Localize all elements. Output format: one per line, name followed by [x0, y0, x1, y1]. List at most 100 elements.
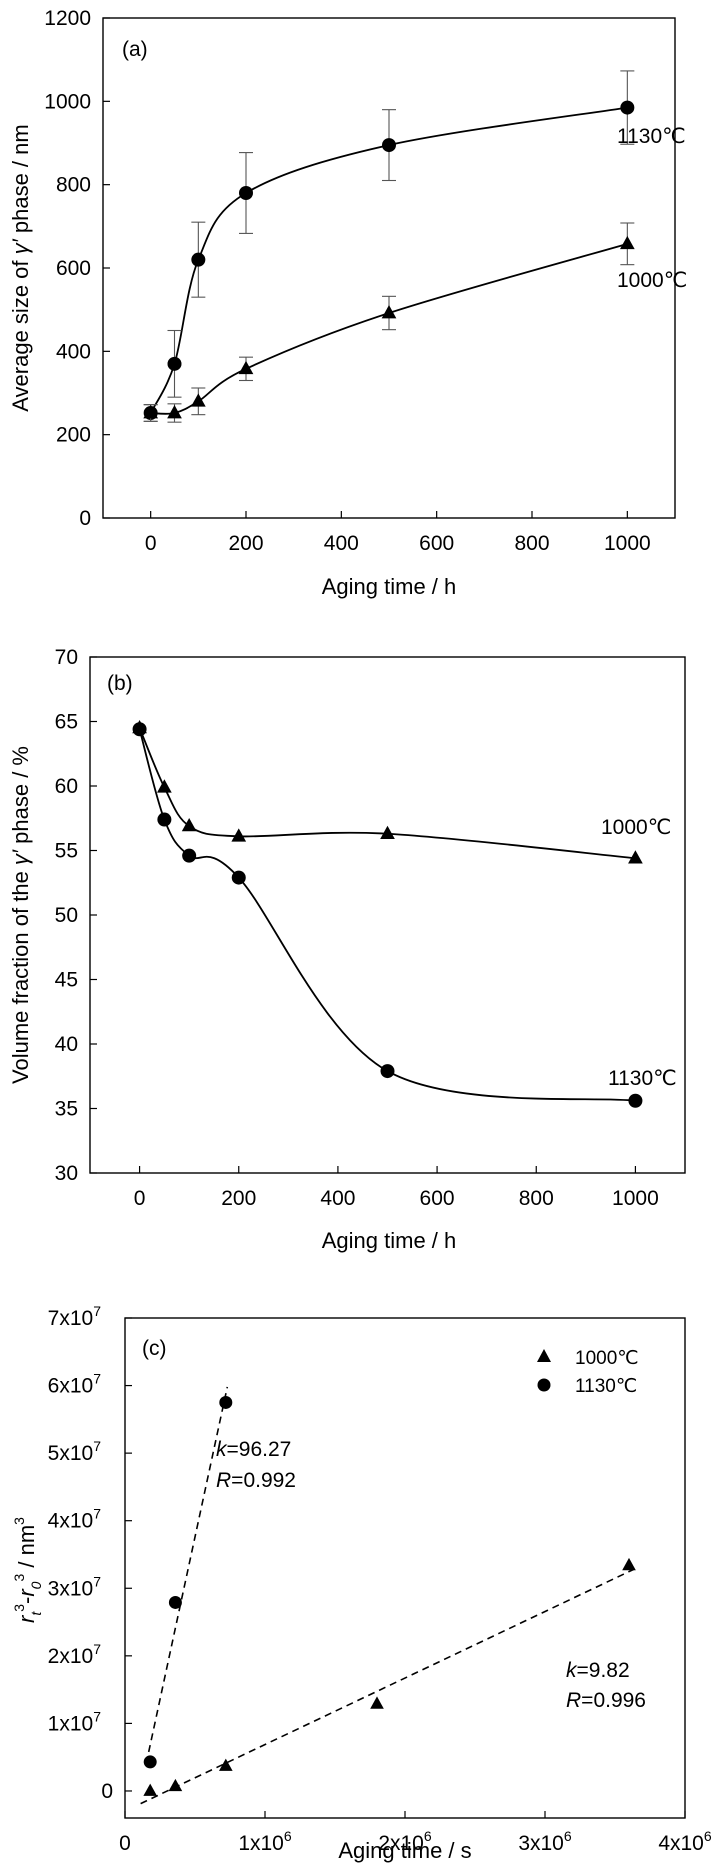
legend-label-1000: 1000℃: [575, 1348, 639, 1369]
panel-b-y-tick-label: 45: [55, 969, 78, 992]
panel-c-legend: 1000℃ 1130℃: [537, 1348, 639, 1397]
panel-c-y-tick-label: 7x107: [48, 1303, 102, 1330]
panel-a-y-tick-label: 400: [56, 340, 91, 363]
panel-b-point-triangle: [380, 825, 395, 840]
panel-b-y-tick-label: 30: [55, 1162, 78, 1185]
panel-a-x-tick-label: 800: [514, 532, 549, 555]
panel-c-y-axis-title: rt3-r03 / nm3: [11, 1517, 44, 1623]
panel-c-x-tick-label: 4x106: [658, 1828, 712, 1855]
panel-b-curve-1: [138, 729, 636, 1102]
panel-c-point-triangle: [622, 1557, 636, 1571]
panel-a-point-triangle: [619, 235, 635, 250]
panel-c-axis-ticks: 0 1x106 2x106 3x106 4x106 0 1x107 2x107 3x107 4x1…: [48, 1303, 712, 1855]
panel-b-point-circle: [380, 1064, 395, 1079]
panel-a-point-triangle: [190, 393, 206, 407]
panel-a-y-title-prefix: Average size of: [8, 254, 33, 411]
panel-a-x-axis-title: Aging time / h: [322, 574, 457, 599]
panel-b-point-circle: [132, 722, 147, 737]
panel-a-label: (a): [122, 38, 148, 61]
panel-c-point-triangle: [218, 1758, 233, 1771]
panel-a-y-tick-label: 200: [56, 424, 91, 447]
panel-a-point-triangle: [381, 305, 397, 319]
panel-a-x-tick-label: 400: [324, 532, 359, 555]
panel-b-x-tick-label: 200: [221, 1187, 256, 1210]
panel-c-point-triangle: [370, 1696, 384, 1709]
fit-1000-k: k=9.82: [566, 1659, 630, 1682]
panel-a-point-circle: [620, 100, 635, 115]
panel-b-point-circle: [628, 1093, 643, 1108]
panel-a-marks: [143, 70, 635, 423]
fit-1000-r-value: 0.996: [593, 1689, 646, 1712]
panel-a-y-tick-label: 1000: [44, 90, 91, 113]
panel-a-series-label-1130: 1130℃: [617, 125, 686, 148]
fit-1130-r-value: 0.992: [243, 1469, 296, 1492]
panel-a-point-circle: [382, 138, 396, 153]
panel-a-x-tick-label: 0: [145, 532, 157, 555]
panel-c-x-tick-label: 1x106: [238, 1828, 292, 1855]
panel-c-y-tick-label: 5x107: [48, 1438, 102, 1465]
fit-1000-k-value: 9.82: [589, 1659, 630, 1682]
panel-b-y-tick-label: 40: [55, 1033, 78, 1056]
panel-b-point-circle: [157, 812, 172, 827]
panel-b-marks: [132, 719, 643, 1108]
panel-a-point-triangle: [238, 360, 254, 375]
panel-a-point-circle: [167, 356, 182, 371]
panel-c-y-tick-label: 6x107: [48, 1371, 102, 1398]
panel-c-fit-lines: [140, 1386, 639, 1805]
panel-b-plot-frame: [89, 656, 686, 1174]
panel-a-plot-frame: [102, 17, 676, 519]
panel-c-y-tick-label: 0: [101, 1780, 113, 1803]
panel-c-point-triangle: [143, 1783, 158, 1796]
panel-a: 0 200 400 600 800 1000 0 200 400 600 800 1000 1200 (…: [8, 7, 687, 599]
panel-c-point-circle: [219, 1395, 233, 1409]
panel-c-x-tick-label: 3x106: [518, 1828, 572, 1855]
panel-b-x-tick-label: 800: [519, 1187, 554, 1210]
panel-c-y-tick-label: 4x107: [48, 1506, 102, 1533]
panel-b-curves: [138, 727, 636, 1102]
panel-a-y-tick-label: 1200: [44, 7, 91, 30]
panel-b-point-triangle: [231, 828, 247, 842]
panel-a-series-label-1000: 1000℃: [617, 269, 687, 292]
panel-c-point-triangle: [168, 1778, 183, 1792]
panel-b-y-title-prefix: Volume fraction of the: [8, 865, 33, 1084]
panel-a-y-title-suffix: phase / nm: [8, 124, 33, 239]
panel-c-point-circle: [143, 1755, 157, 1769]
panel-b-point-circle: [182, 848, 197, 863]
panel-b-y-tick-label: 55: [55, 840, 78, 863]
panel-b-series-label-1130: 1130℃: [608, 1067, 677, 1090]
panel-c-y-tick-label: 2x107: [48, 1641, 102, 1668]
panel-c-x-axis-title: Aging time / s: [338, 1838, 471, 1863]
panel-a-point-circle: [191, 252, 206, 267]
panel-c-y-tick-label: 3x107: [48, 1573, 102, 1600]
panel-c-point-circle: [168, 1595, 182, 1609]
panel-b-y-title-symbol: γ′: [8, 849, 33, 865]
legend-label-1130: 1130℃: [575, 1376, 637, 1397]
panel-b-y-tick-label: 70: [55, 646, 78, 669]
fit-1130-r: R=0.992: [216, 1469, 296, 1492]
panel-a-y-tick-label: 600: [56, 257, 91, 280]
panel-b-point-triangle: [628, 850, 643, 864]
panel-a-y-axis-title: Average size of γ′ phase / nm: [8, 124, 33, 411]
panel-a-point-triangle: [167, 405, 182, 419]
panel-c-y-tick-label: 1x107: [48, 1708, 102, 1735]
panel-b-x-tick-label: 1000: [612, 1187, 659, 1210]
panel-a-x-tick-label: 1000: [604, 532, 651, 555]
panel-a-point-triangle: [143, 405, 159, 419]
panel-a-y-title-symbol: γ′: [8, 238, 33, 254]
panel-b-x-tick-label: 600: [420, 1187, 455, 1210]
panel-c-x-tick-label: 0: [119, 1832, 131, 1855]
panel-c-marks: [143, 1395, 636, 1796]
fit-1130-k: k=96.27: [216, 1438, 291, 1461]
panel-a-axis-ticks: 0 200 400 600 800 1000 0 200 400 600 800 1000 1200: [44, 7, 650, 555]
panel-a-point-circle: [239, 186, 253, 200]
panel-c-fit-line-1: [147, 1386, 229, 1753]
panel-b-x-tick-label: 400: [320, 1187, 355, 1210]
panel-c-fit-line-0: [140, 1566, 639, 1805]
legend-triangle-marker: [537, 1349, 551, 1362]
panel-b-y-tick-label: 35: [55, 1098, 78, 1121]
panel-c-label: (c): [142, 1337, 167, 1360]
panel-a-y-tick-label: 0: [79, 507, 91, 530]
panel-a-x-tick-label: 200: [228, 532, 263, 555]
